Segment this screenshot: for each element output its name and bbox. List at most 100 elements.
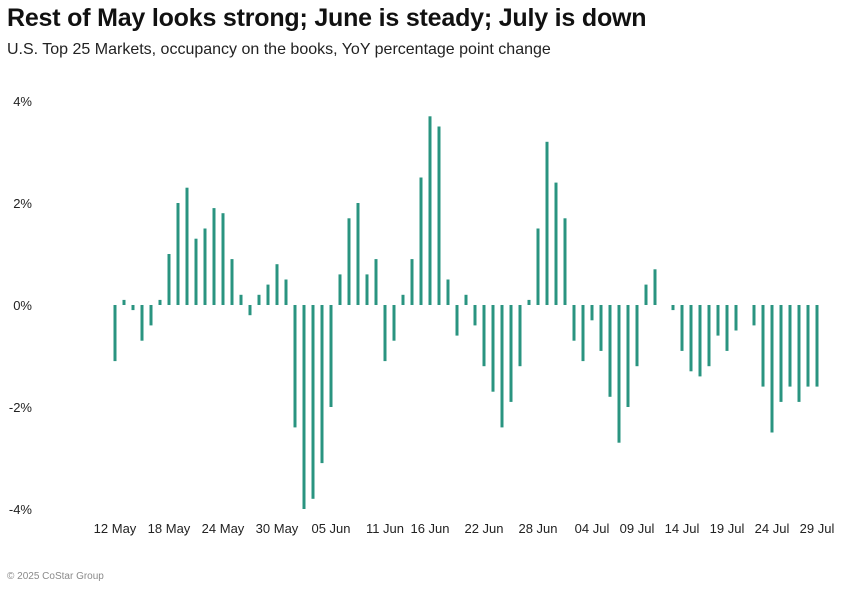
bar — [212, 208, 216, 305]
y-tick-label: -2% — [9, 400, 33, 415]
bar — [293, 305, 297, 428]
bar — [257, 294, 261, 305]
bar — [248, 305, 252, 316]
bar — [545, 141, 549, 305]
bar — [446, 279, 450, 305]
bar — [338, 274, 342, 305]
bar — [770, 305, 774, 433]
bar — [788, 305, 792, 387]
x-tick-label: 28 Jun — [518, 521, 557, 536]
bar — [518, 305, 522, 367]
bar — [374, 259, 378, 305]
bar — [329, 305, 333, 407]
bar — [428, 116, 432, 305]
bar — [626, 305, 630, 407]
bar — [806, 305, 810, 387]
bar — [410, 259, 414, 305]
bar — [491, 305, 495, 392]
bar — [437, 126, 441, 305]
bar — [563, 218, 567, 305]
chart-subtitle: U.S. Top 25 Markets, occupancy on the bo… — [7, 41, 551, 58]
bar — [608, 305, 612, 397]
bar — [536, 228, 540, 305]
bar — [500, 305, 504, 428]
bar — [590, 305, 594, 321]
bar — [266, 284, 270, 305]
bar — [482, 305, 486, 367]
bar — [671, 305, 675, 311]
bar — [158, 299, 162, 305]
bar — [779, 305, 783, 402]
bar — [140, 305, 144, 341]
x-tick-label: 30 May — [256, 521, 299, 536]
bar — [176, 203, 180, 305]
x-tick-label: 16 Jun — [410, 521, 449, 536]
chart-title: Rest of May looks strong; June is steady… — [7, 4, 647, 32]
bar — [734, 305, 738, 331]
bar — [716, 305, 720, 336]
bar — [761, 305, 765, 387]
bar — [221, 213, 225, 305]
y-tick-label: 2% — [13, 196, 32, 211]
bar — [419, 177, 423, 305]
bar — [347, 218, 351, 305]
bar — [122, 299, 126, 305]
bar — [653, 269, 657, 305]
bar — [689, 305, 693, 372]
bar — [392, 305, 396, 341]
bar — [131, 305, 135, 311]
bar — [239, 294, 243, 305]
bar — [311, 305, 315, 499]
bar — [509, 305, 513, 402]
bar — [554, 182, 558, 305]
bar — [815, 305, 819, 387]
x-tick-label: 29 Jul — [800, 521, 835, 536]
y-tick-label: -4% — [9, 502, 33, 517]
bar — [113, 305, 117, 362]
x-tick-label: 11 Jun — [366, 521, 404, 536]
bar — [194, 238, 198, 305]
x-tick-label: 19 Jul — [710, 521, 745, 536]
bar — [401, 294, 405, 305]
x-tick-label: 09 Jul — [620, 521, 655, 536]
bar — [572, 305, 576, 341]
bar — [149, 305, 153, 326]
bar — [275, 264, 279, 305]
bar — [644, 284, 648, 305]
copyright-footer: © 2025 CoStar Group — [7, 571, 104, 582]
bar — [725, 305, 729, 351]
bar — [617, 305, 621, 443]
bar — [185, 187, 189, 305]
x-tick-label: 05 Jun — [311, 521, 350, 536]
bar — [680, 305, 684, 351]
y-axis-ticks: 4% 2% 0% -2% -4% — [9, 94, 33, 517]
y-tick-label: 4% — [13, 94, 32, 109]
bar — [527, 299, 531, 305]
bar — [365, 274, 369, 305]
bar — [797, 305, 801, 402]
bar — [203, 228, 207, 305]
x-tick-label: 18 May — [148, 521, 191, 536]
x-tick-label: 24 Jul — [755, 521, 790, 536]
bar — [320, 305, 324, 464]
bar — [698, 305, 702, 377]
bar — [167, 254, 171, 305]
bar — [752, 305, 756, 326]
bar — [284, 279, 288, 305]
x-tick-label: 22 Jun — [464, 521, 503, 536]
y-tick-label: 0% — [13, 298, 32, 313]
x-tick-label: 24 May — [202, 521, 245, 536]
bars — [113, 116, 819, 509]
x-tick-label: 14 Jul — [665, 521, 700, 536]
x-tick-label: 12 May — [94, 521, 137, 536]
bar — [581, 305, 585, 362]
x-tick-label: 04 Jul — [575, 521, 610, 536]
bar — [464, 294, 468, 305]
bar — [635, 305, 639, 367]
x-axis-ticks: 12 May 18 May 24 May 30 May 05 Jun 11 Jun 16 J… — [94, 521, 835, 536]
bar — [302, 305, 306, 509]
bar — [707, 305, 711, 367]
bar — [455, 305, 459, 336]
bar — [230, 259, 234, 305]
